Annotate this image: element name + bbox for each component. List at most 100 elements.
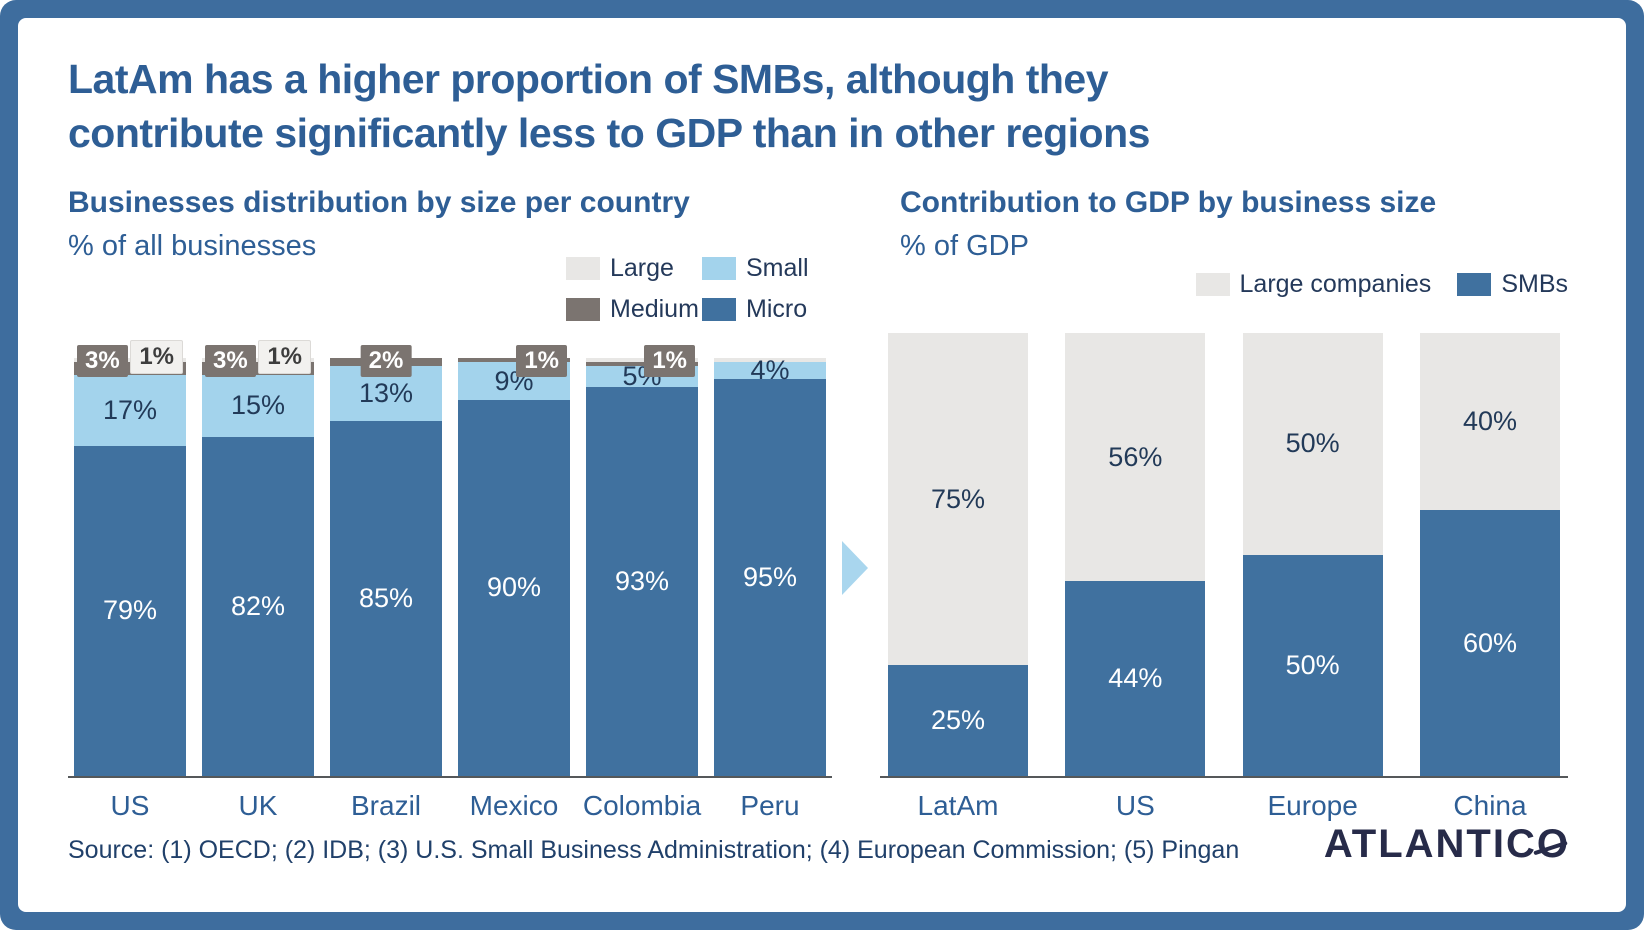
- segment-chip-label: 1%: [516, 345, 567, 377]
- stacked-bar-china: 60% 40%: [1419, 333, 1560, 776]
- bar-value-label: 85%: [358, 582, 414, 613]
- businesses-chart-subtitle: % of all businesses: [68, 230, 317, 262]
- bar-column-us: 44% 56% US: [1065, 333, 1206, 821]
- bar-value-label: 60%: [1462, 627, 1517, 658]
- businesses-chart-title: Businesses distribution by size per coun…: [68, 186, 690, 219]
- bar-segment-large: [714, 358, 826, 363]
- gdp-contribution-plot: 25% 75% LatAm 44% 56% US 50% 50% Europe 60% 40% Chi…: [880, 333, 1568, 821]
- bar-value-label: 90%: [486, 572, 542, 603]
- bar-column-europe: 50% 50% Europe: [1242, 333, 1383, 821]
- legend-item-micro: Micro: [702, 295, 809, 324]
- segment-chip-label: 2%: [360, 345, 412, 377]
- legend-swatch-large: [566, 257, 600, 280]
- businesses-distribution-plot: 79% 17% 3% 1% US 82% 15% 3% 1% UK 85% 13% 2% Brazil 90…: [68, 340, 832, 821]
- bar-segment-micro: 90%: [458, 399, 570, 776]
- bar-segment-micro: 85%: [330, 420, 442, 776]
- legend-label-micro: Micro: [746, 295, 808, 323]
- bar-segment-medium: [458, 358, 570, 363]
- logo-text: ATLANTIC: [1323, 822, 1537, 866]
- bar-value-label: 82%: [230, 590, 286, 621]
- segment-chip-label: 1%: [644, 345, 695, 377]
- bar-column-uk: 82% 15% 3% 1% UK: [202, 340, 314, 821]
- bar-value-label: 40%: [1462, 406, 1517, 437]
- legend-label-smbs: SMBs: [1501, 270, 1568, 298]
- stacked-bar-peru: 95% 4%: [714, 355, 826, 776]
- stacked-bar-uk: 82% 15% 3% 1%: [202, 340, 314, 776]
- bar-segment-small: 17%: [74, 374, 186, 446]
- gdp-chart-title: Contribution to GDP by business size: [900, 186, 1437, 219]
- segment-chip-label: 1%: [130, 340, 183, 374]
- bar-value-label: 75%: [930, 483, 986, 514]
- bar-value-label: 4%: [750, 355, 790, 386]
- bar-segment-smbs: 50%: [1242, 554, 1383, 776]
- legend-swatch-large-companies: [1195, 273, 1230, 296]
- bar-column-brazil: 85% 13% 2% Brazil: [330, 345, 442, 821]
- bar-segment-large: [74, 358, 186, 363]
- category-label-china: China: [1453, 790, 1527, 821]
- source-text: Source: (1) OECD; (2) IDB; (3) U.S. Smal…: [68, 836, 1240, 864]
- segment-chip-label: 1%: [258, 340, 311, 374]
- legend-item-small: Small: [702, 254, 809, 283]
- bar-segment-large-companies: 40%: [1419, 333, 1560, 511]
- bar-value-label: 79%: [102, 595, 158, 626]
- bar-segment-large: [202, 358, 314, 363]
- slide-card: LatAm has a higher proportion of SMBs, a…: [18, 18, 1626, 912]
- bar-value-label: 56%: [1108, 441, 1163, 472]
- legend-label-large: Large: [610, 254, 674, 282]
- legend-swatch-small: [702, 257, 736, 280]
- stacked-bar-colombia: 93% 5% 1%: [586, 345, 698, 776]
- bar-segment-medium: [586, 362, 698, 367]
- bar-segment-micro: 82%: [202, 436, 314, 776]
- right-arrow-icon: [842, 541, 868, 595]
- bar-value-label: 17%: [102, 394, 158, 425]
- category-label-us: US: [1115, 790, 1155, 821]
- bar-segment-small: 15%: [202, 374, 314, 437]
- legend-item-smbs: SMBs: [1457, 270, 1568, 299]
- category-label-us: US: [110, 790, 150, 821]
- bar-column-colombia: 93% 5% 1% Colombia: [583, 345, 701, 821]
- bar-value-label: 44%: [1108, 663, 1163, 694]
- bar-value-label: 50%: [1285, 428, 1340, 459]
- legend-item-medium: Medium: [566, 295, 702, 324]
- gdp-chart-legend: Large companies SMBs: [1195, 270, 1568, 299]
- businesses-chart-legend: Large Small Medium Micro: [566, 254, 809, 324]
- bar-segment-smbs: 44%: [1065, 581, 1206, 776]
- page-title: LatAm has a higher proportion of SMBs, a…: [68, 52, 1150, 160]
- bar-column-china: 60% 40% China: [1419, 333, 1560, 821]
- logo-slashed-o: O: [1536, 822, 1570, 866]
- bar-segment-large-companies: 75%: [888, 333, 1028, 666]
- bar-segment-micro: 79%: [74, 445, 186, 776]
- stacked-bar-latam: 25% 75%: [888, 333, 1028, 776]
- legend-label-medium: Medium: [610, 295, 699, 323]
- bar-value-label: 13%: [358, 378, 414, 409]
- bar-segment-large-companies: 50%: [1242, 333, 1383, 555]
- category-label-mexico: Mexico: [469, 790, 559, 821]
- bar-segment-micro: 95%: [714, 378, 826, 776]
- bar-segment-smbs: 60%: [1419, 510, 1560, 776]
- bar-column-mexico: 90% 9% 1% Mexico: [458, 345, 570, 821]
- legend-swatch-smbs: [1457, 273, 1492, 296]
- bar-column-latam: 25% 75% LatAm: [888, 333, 1028, 821]
- legend-item-large-companies: Large companies: [1195, 270, 1431, 299]
- stacked-bar-europe: 50% 50%: [1242, 333, 1383, 776]
- bar-value-label: 93%: [614, 566, 670, 597]
- category-label-europe: Europe: [1267, 790, 1358, 821]
- category-label-colombia: Colombia: [582, 790, 702, 821]
- stacked-bar-us: 44% 56%: [1065, 333, 1206, 776]
- bar-value-label: 95%: [742, 561, 798, 592]
- bar-segment-smbs: 25%: [888, 665, 1028, 776]
- bar-value-label: 25%: [930, 705, 986, 736]
- bar-column-us: 79% 17% 3% 1% US: [74, 340, 186, 821]
- gdp-chart-subtitle: % of GDP: [900, 230, 1029, 262]
- page-title-line-2: contribute significantly less to GDP tha…: [68, 110, 1150, 157]
- atlantico-logo: ATLANTICO: [1324, 822, 1570, 867]
- legend-swatch-micro: [702, 298, 736, 321]
- bar-segment-large: [586, 358, 698, 363]
- category-label-uk: UK: [238, 790, 278, 821]
- bar-segment-micro: 93%: [586, 387, 698, 776]
- stacked-bar-mexico: 90% 9% 1%: [458, 345, 570, 776]
- category-label-brazil: Brazil: [350, 790, 422, 821]
- bar-column-peru: 95% 4% Peru: [714, 355, 826, 821]
- segment-chip-label: 3%: [77, 345, 128, 377]
